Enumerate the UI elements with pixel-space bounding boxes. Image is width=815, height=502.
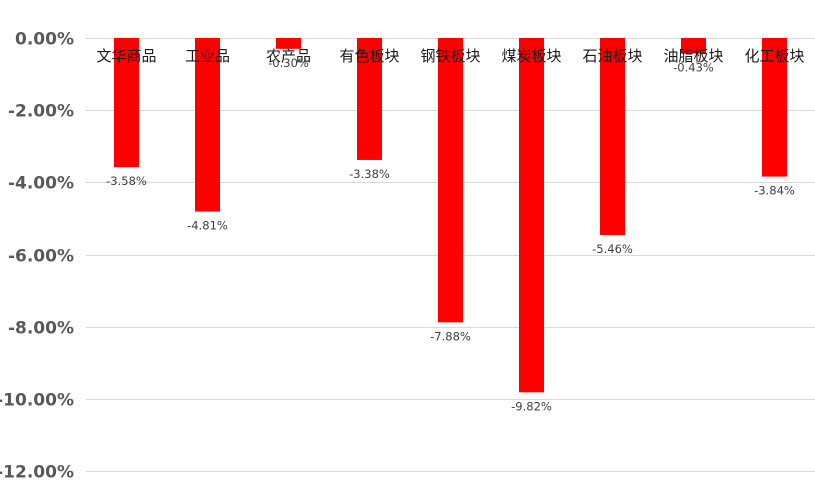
y-tick-label: -6.00%	[8, 247, 74, 267]
bars	[114, 38, 787, 393]
bar	[600, 38, 625, 236]
y-tick-label: -8.00%	[8, 319, 74, 339]
bar	[681, 38, 706, 54]
data-label: -4.81%	[187, 219, 228, 233]
category-label: 石油板块	[582, 47, 642, 65]
data-label: -3.58%	[106, 174, 147, 188]
category-label: 煤炭板块	[501, 47, 561, 65]
y-tick-label: 0.00%	[15, 30, 74, 50]
category-label: 工业品	[185, 47, 230, 65]
data-label: -0.30%	[268, 56, 309, 70]
bar	[195, 38, 220, 212]
y-axis-ticks: 0.00% -2.00% -4.00% -6.00% -8.00% -10.00% -12.…	[0, 30, 74, 483]
data-label: -0.43%	[673, 61, 714, 75]
data-labels: -3.58% -4.81% -0.30% -3.38% -7.88% -9.82% -5.4…	[106, 56, 795, 414]
category-label: 农产品	[266, 47, 311, 65]
y-tick-label: -12.00%	[0, 463, 74, 483]
category-label: 文华商品	[96, 47, 156, 65]
bar	[114, 38, 139, 168]
y-tick-label: -4.00%	[8, 174, 74, 194]
data-label: -5.46%	[592, 242, 633, 256]
bar	[357, 38, 382, 160]
data-label: -7.88%	[430, 329, 471, 343]
bar	[438, 38, 463, 323]
data-label: -3.38%	[349, 167, 390, 181]
y-tick-label: -2.00%	[8, 102, 74, 122]
y-tick-label: -10.00%	[0, 391, 74, 411]
bar	[762, 38, 787, 177]
data-label: -3.84%	[754, 184, 795, 198]
bar	[519, 38, 544, 393]
bar	[276, 38, 301, 49]
category-label: 油脂板块	[663, 47, 723, 65]
category-labels: 文华商品 工业品 农产品 有色板块 钢铁板块 煤炭板块 石油板块 油脂板块 化工板块	[96, 47, 804, 65]
category-label: 钢铁板块	[420, 47, 480, 65]
category-label: 化工板块	[744, 47, 804, 65]
data-label: -9.82%	[511, 399, 552, 413]
category-label: 有色板块	[339, 47, 399, 65]
